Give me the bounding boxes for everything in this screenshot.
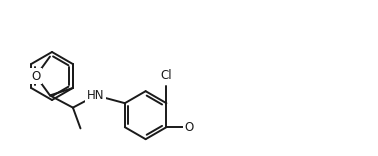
Text: O: O — [31, 70, 40, 83]
Text: HN: HN — [87, 89, 105, 102]
Text: Cl: Cl — [161, 69, 172, 82]
Text: O: O — [184, 121, 194, 134]
